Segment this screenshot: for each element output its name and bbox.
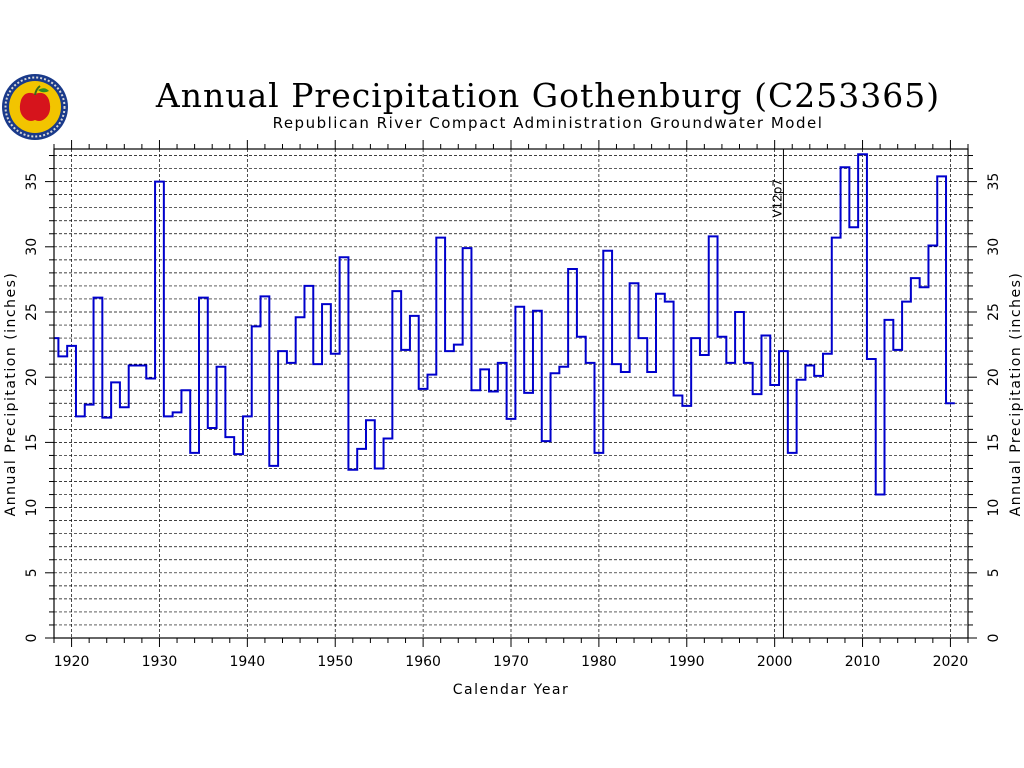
y-tick-label-left: 30 <box>24 238 40 256</box>
chart-subtitle: Republican River Compact Administration … <box>273 114 824 132</box>
y-tick-label-right: 5 <box>986 568 1002 577</box>
y-tick-label-right: 0 <box>986 634 1002 643</box>
x-tick-label: 2020 <box>933 654 969 670</box>
y-tick-label-left: 25 <box>24 303 40 321</box>
y-tick-label-left: 15 <box>24 433 40 451</box>
y-tick-label-right: 20 <box>986 368 1002 386</box>
y-tick-label-right: 30 <box>986 238 1002 256</box>
x-tick-label: 1920 <box>54 654 90 670</box>
chart-title: Annual Precipitation Gothenburg (C253365… <box>155 76 940 115</box>
x-tick-label: 2010 <box>845 654 881 670</box>
x-tick-label: 1980 <box>581 654 617 670</box>
y-tick-label-right: 10 <box>986 499 1002 517</box>
y-tick-label-left: 10 <box>24 499 40 517</box>
x-tick-label: 1960 <box>405 654 441 670</box>
x-tick-label: 2000 <box>757 654 793 670</box>
logo-seal <box>2 74 68 140</box>
precipitation-line <box>54 153 955 496</box>
y-tick-label-left: 5 <box>24 568 40 577</box>
x-tick-label: 1950 <box>317 654 353 670</box>
y-axis-label-left: Annual Precipitation (inches) <box>3 272 19 517</box>
y-tick-label-left: 0 <box>24 634 40 643</box>
x-tick-label: 1930 <box>142 654 178 670</box>
y-tick-label-right: 15 <box>986 433 1002 451</box>
x-tick-label: 1940 <box>230 654 266 670</box>
x-axis-label: Calendar Year <box>453 682 570 698</box>
x-tick-label: 1970 <box>493 654 529 670</box>
x-tick-label: 1990 <box>669 654 705 670</box>
y-tick-label-left: 20 <box>24 368 40 386</box>
y-tick-label-left: 35 <box>24 173 40 191</box>
precipitation-series <box>54 153 955 496</box>
y-tick-label-right: 35 <box>986 173 1002 191</box>
version-annotation: V12p7 <box>770 149 784 638</box>
y-axis-label-right: Annual Precipitation (inches) <box>1008 272 1024 517</box>
gridlines <box>54 149 968 638</box>
annotation-label: V12p7 <box>770 179 784 218</box>
y-tick-label-right: 25 <box>986 303 1002 321</box>
